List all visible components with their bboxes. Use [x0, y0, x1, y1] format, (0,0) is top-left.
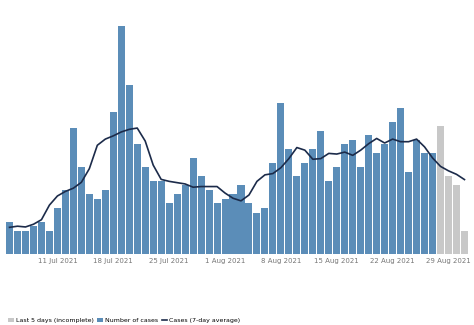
Bar — [461, 231, 468, 254]
Bar — [94, 199, 101, 254]
Bar — [190, 158, 197, 254]
Bar — [293, 176, 301, 254]
Bar — [325, 181, 332, 254]
Bar — [413, 140, 420, 254]
Bar — [62, 190, 69, 254]
Bar — [198, 176, 205, 254]
Bar — [182, 185, 189, 254]
Bar — [46, 231, 53, 254]
Bar — [357, 167, 364, 254]
Bar — [254, 213, 261, 254]
Bar — [262, 208, 268, 254]
Bar — [142, 167, 149, 254]
Bar — [237, 185, 245, 254]
Bar — [38, 222, 45, 254]
Bar — [6, 222, 13, 254]
Bar — [365, 135, 372, 254]
Bar — [333, 167, 340, 254]
Bar — [221, 199, 228, 254]
Bar — [86, 194, 93, 254]
Bar — [150, 181, 157, 254]
Bar — [54, 208, 61, 254]
Bar — [310, 149, 316, 254]
Bar — [349, 140, 356, 254]
Bar — [22, 231, 29, 254]
Bar — [173, 194, 181, 254]
Bar — [277, 103, 284, 254]
Bar — [421, 153, 428, 254]
Legend: Last 5 days (incomplete), Number of cases, Cases (7-day average): Last 5 days (incomplete), Number of case… — [6, 315, 243, 325]
Bar — [285, 149, 292, 254]
Bar — [30, 226, 37, 254]
Bar — [134, 144, 141, 254]
Bar — [165, 203, 173, 254]
Bar — [397, 108, 404, 254]
Bar — [389, 122, 396, 254]
Bar — [246, 203, 253, 254]
Bar — [158, 181, 164, 254]
Bar — [269, 162, 276, 254]
Bar — [70, 128, 77, 254]
Bar — [110, 112, 117, 254]
Bar — [213, 203, 220, 254]
Bar — [429, 153, 436, 254]
Bar — [381, 144, 388, 254]
Bar — [437, 126, 444, 254]
Bar — [445, 176, 452, 254]
Bar — [78, 167, 85, 254]
Bar — [317, 131, 324, 254]
Bar — [206, 190, 212, 254]
Bar — [118, 26, 125, 254]
Bar — [126, 85, 133, 254]
Bar — [373, 153, 380, 254]
Bar — [341, 144, 348, 254]
Bar — [102, 190, 109, 254]
Bar — [229, 194, 237, 254]
Bar — [14, 231, 21, 254]
Bar — [301, 162, 309, 254]
Bar — [453, 185, 460, 254]
Bar — [405, 172, 412, 254]
